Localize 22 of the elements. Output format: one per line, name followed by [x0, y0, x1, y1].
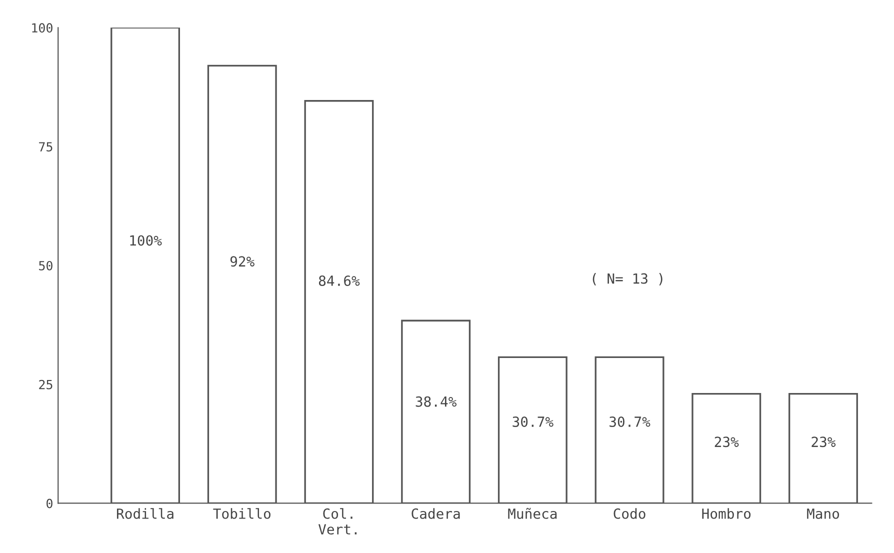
x-tick-label: Hombro — [702, 508, 751, 519]
annotation: ( N= 13 ) — [592, 273, 662, 286]
data-label: 84.6% — [318, 276, 360, 286]
data-label: 92% — [230, 256, 254, 267]
data-label: 30.7% — [610, 416, 650, 427]
y-tick-label: 100 — [32, 23, 52, 33]
data-label: 30.7% — [512, 416, 554, 427]
x-tick-label: Tobillo — [213, 508, 270, 519]
y-tick-label: 75 — [39, 142, 52, 152]
x-tick-label: Muñeca — [508, 508, 557, 519]
data-label: 38.4% — [416, 396, 457, 407]
x-tick-label: Cadera — [412, 508, 460, 519]
x-tick-label: Mano — [807, 508, 840, 519]
data-label: 23% — [714, 436, 739, 448]
data-label: 23% — [812, 436, 836, 448]
y-tick-label: 50 — [39, 260, 52, 270]
x-tick-label: Col. Vert. — [318, 508, 357, 535]
y-tick-label: 0 — [46, 498, 52, 508]
y-tick-label: 25 — [39, 380, 52, 390]
data-label: 100% — [130, 235, 162, 246]
x-tick-label: Rodilla — [116, 508, 174, 519]
x-tick-label: Codo — [614, 508, 646, 519]
